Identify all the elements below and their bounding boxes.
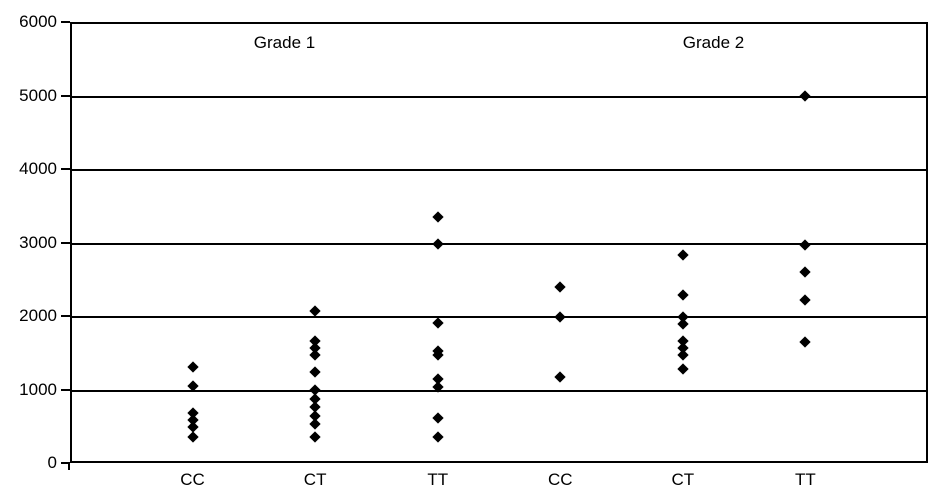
y-tick-label: 1000 <box>19 379 57 399</box>
y-axis-tick <box>61 241 70 244</box>
y-axis-tick <box>61 21 70 23</box>
x-tick-label-cc-0: CC <box>180 470 205 489</box>
gridline-2000 <box>72 316 926 318</box>
y-axis-tick <box>61 94 70 97</box>
x-tick-label-ct-4: CT <box>671 470 695 489</box>
gridline-5000 <box>72 95 926 98</box>
x-tick-label-cc-3: CC <box>548 470 573 489</box>
plot-area <box>70 22 928 463</box>
x-axis-origin-tick <box>68 463 70 470</box>
y-tick-label: 2000 <box>19 306 57 325</box>
y-tick-label: 3000 <box>19 232 57 252</box>
y-axis-tick <box>61 462 70 464</box>
y-axis-tick <box>61 168 70 170</box>
x-tick-label-tt-2: TT <box>427 470 449 489</box>
y-tick-label: 0 <box>47 453 57 472</box>
gridline-4000 <box>72 169 926 171</box>
y-axis-tick <box>61 388 70 391</box>
y-tick-label: 5000 <box>19 85 57 105</box>
y-axis-tick <box>61 315 70 317</box>
y-tick-label: 6000 <box>19 12 57 31</box>
gridline-3000 <box>72 242 926 245</box>
group-annotation-grade-1: Grade 1 <box>253 33 316 52</box>
y-tick-label: 4000 <box>19 159 57 178</box>
group-annotation-grade-2: Grade 2 <box>682 33 745 52</box>
x-tick-label-ct-1: CT <box>303 470 327 489</box>
gridline-1000 <box>72 389 926 392</box>
x-tick-label-tt-5: TT <box>795 470 816 489</box>
